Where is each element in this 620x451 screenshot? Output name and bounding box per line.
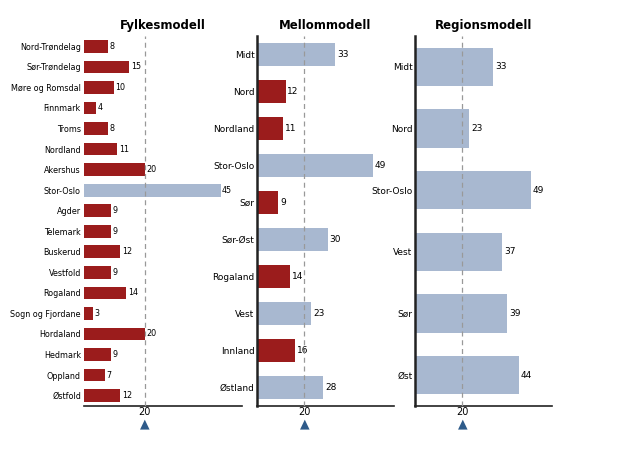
Bar xyxy=(84,122,108,135)
Text: 9: 9 xyxy=(113,227,118,236)
Bar xyxy=(415,295,507,332)
Text: 39: 39 xyxy=(509,309,521,318)
Text: 16: 16 xyxy=(297,346,308,355)
Text: 8: 8 xyxy=(110,124,115,133)
Bar xyxy=(257,154,373,177)
Bar xyxy=(257,191,278,214)
Bar xyxy=(84,307,93,320)
Bar xyxy=(84,389,120,402)
Text: 7: 7 xyxy=(107,371,112,380)
Text: 11: 11 xyxy=(285,124,296,133)
Bar xyxy=(84,266,111,279)
Bar xyxy=(415,48,493,86)
Bar xyxy=(257,265,290,288)
Bar xyxy=(84,286,126,299)
Text: 12: 12 xyxy=(122,247,132,256)
Text: 8: 8 xyxy=(110,42,115,51)
Text: 20: 20 xyxy=(146,165,156,174)
Text: 49: 49 xyxy=(533,186,544,195)
Bar xyxy=(84,184,221,197)
Bar xyxy=(84,245,120,258)
Text: 10: 10 xyxy=(115,83,126,92)
Bar xyxy=(84,225,111,238)
Text: 45: 45 xyxy=(222,186,232,195)
Bar xyxy=(84,60,130,73)
Text: 9: 9 xyxy=(280,198,286,207)
Bar xyxy=(415,110,469,147)
Bar xyxy=(257,228,328,251)
Text: 28: 28 xyxy=(325,383,337,392)
Bar xyxy=(257,43,335,66)
Bar xyxy=(84,204,111,217)
Text: ▲: ▲ xyxy=(299,417,309,430)
Text: 9: 9 xyxy=(113,268,118,277)
Bar xyxy=(415,233,502,271)
Text: 33: 33 xyxy=(337,50,348,59)
Text: 3: 3 xyxy=(94,309,99,318)
Text: ▲: ▲ xyxy=(140,417,149,430)
Text: 30: 30 xyxy=(330,235,341,244)
Text: 20: 20 xyxy=(146,330,156,339)
Text: 23: 23 xyxy=(471,124,483,133)
Bar xyxy=(84,101,96,115)
Bar xyxy=(84,143,117,156)
Bar xyxy=(257,339,295,362)
Text: 14: 14 xyxy=(128,288,138,297)
Bar xyxy=(257,302,311,325)
Bar xyxy=(84,348,111,361)
Text: 4: 4 xyxy=(97,103,102,112)
Title: Fylkesmodell: Fylkesmodell xyxy=(120,19,206,32)
Text: 12: 12 xyxy=(288,87,299,96)
Text: 12: 12 xyxy=(122,391,132,400)
Text: 37: 37 xyxy=(504,247,516,256)
Bar xyxy=(84,163,144,176)
Bar xyxy=(257,117,283,140)
Bar xyxy=(84,369,105,382)
Text: 49: 49 xyxy=(374,161,386,170)
Bar xyxy=(84,81,114,94)
Text: 23: 23 xyxy=(313,309,325,318)
Text: 9: 9 xyxy=(113,206,118,215)
Bar xyxy=(415,356,519,394)
Text: ▲: ▲ xyxy=(458,417,467,430)
Text: 44: 44 xyxy=(521,371,532,380)
Bar xyxy=(415,171,531,209)
Title: Mellommodell: Mellommodell xyxy=(280,19,371,32)
Title: Regionsmodell: Regionsmodell xyxy=(435,19,533,32)
Text: 14: 14 xyxy=(292,272,303,281)
Text: 11: 11 xyxy=(118,145,129,154)
Text: 15: 15 xyxy=(131,62,141,71)
Text: 9: 9 xyxy=(113,350,118,359)
Bar xyxy=(257,80,286,103)
Bar xyxy=(257,376,323,399)
Text: 33: 33 xyxy=(495,62,507,71)
Bar xyxy=(84,327,144,341)
Bar xyxy=(84,40,108,53)
